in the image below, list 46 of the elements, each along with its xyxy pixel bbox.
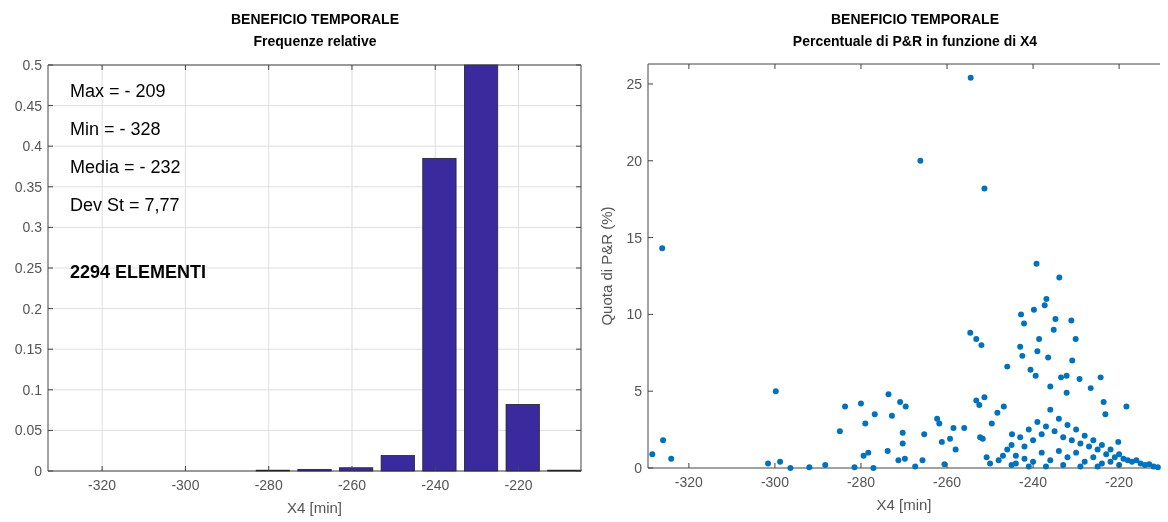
y-tick-label: 0.05 [14, 422, 43, 439]
y-tick-label: 0.25 [14, 260, 43, 276]
x-tick-label: -280 [846, 474, 876, 490]
x-tick-label: -300 [171, 477, 200, 493]
x-tick-label: -260 [933, 474, 962, 490]
x-tick-label: -320 [674, 474, 704, 490]
x-tick-label: -220 [1105, 474, 1134, 490]
y-tick-label: 0.35 [14, 178, 43, 195]
x-tick-label: -320 [88, 477, 117, 493]
x-axis-title: X4 [min] [286, 499, 343, 516]
y-tick-label: 0.3 [22, 219, 43, 236]
bar [464, 64, 499, 472]
x-tick-label: -280 [254, 477, 283, 493]
chart-title: BENEFICIO TEMPORALE [830, 11, 1000, 27]
annotation: Min = - 328 [70, 119, 161, 139]
chart-subtitle: Frequenze relative [253, 33, 377, 49]
annotation: 2294 ELEMENTI [70, 262, 207, 282]
y-tick-label: 0.4 [22, 138, 43, 155]
bar [380, 455, 415, 472]
bar [505, 404, 540, 472]
y-tick-label: 0.45 [14, 97, 43, 114]
y-tick-label: 20 [626, 152, 643, 169]
bar [339, 467, 374, 472]
bar [422, 157, 457, 472]
y-tick-label: 0 [634, 460, 643, 476]
y-tick-label: 15 [626, 229, 643, 246]
y-tick-label: 0 [34, 463, 43, 479]
x-tick-label: -240 [421, 477, 450, 493]
x-tick-label: -260 [337, 477, 367, 493]
x-tick-label: -300 [760, 474, 790, 490]
y-tick-label: 25 [626, 75, 643, 92]
x-axis-title: X4 [min] [876, 496, 932, 513]
annotation: Media = - 232 [70, 157, 181, 177]
x-tick-label: -220 [504, 477, 533, 493]
annotation: Max = - 209 [70, 81, 166, 101]
y-tick-label: 0.15 [14, 341, 43, 358]
x-tick-label: -240 [1019, 474, 1048, 490]
y-tick-label: 0.2 [22, 300, 43, 317]
chart-subtitle: Percentuale di P&R in funzione di X4 [792, 33, 1038, 49]
y-tick-label: 0.5 [22, 57, 43, 73]
y-tick-label: 5 [634, 383, 643, 400]
y-tick-label: 0.1 [22, 381, 43, 398]
y-axis-title: Quota di P&R (%) [598, 206, 615, 326]
chart-title: BENEFICIO TEMPORALE [230, 11, 400, 27]
annotation: Dev St = 7,77 [70, 195, 180, 215]
y-tick-label: 10 [626, 306, 643, 323]
